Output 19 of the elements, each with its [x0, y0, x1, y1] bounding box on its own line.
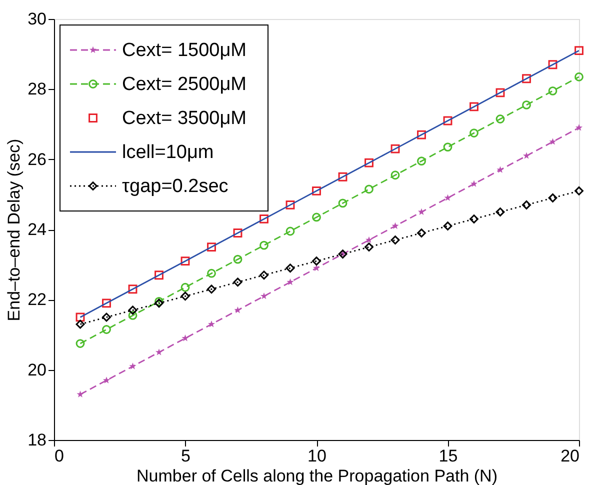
y-tick-label: 26 — [28, 150, 46, 169]
y-tick-label: 18 — [28, 430, 46, 450]
x-axis-title: Number of Cells along the Propagation Path (N) — [136, 466, 498, 485]
y-axis-title: End–to–end Delay (sec) — [4, 138, 24, 322]
x-tick-label: 15 — [438, 446, 458, 466]
y-tick-label: 28 — [28, 80, 46, 99]
y-tick-label: 30 — [28, 10, 46, 28]
legend-label: Cext= 1500μM — [122, 40, 246, 61]
y-tick-label: 20 — [28, 360, 46, 380]
x-tick-label: 10 — [308, 446, 326, 466]
x-tick-label: 20 — [560, 446, 580, 466]
x-tick-label: 5 — [181, 446, 190, 466]
legend-label: Cext= 2500μM — [122, 74, 246, 95]
legend-label: Cext= 3500μM — [122, 108, 246, 129]
y-tick-label: 24 — [28, 220, 46, 239]
x-tick-label: 0 — [54, 446, 64, 466]
legend-label: τgap=0.2sec — [122, 176, 228, 197]
legend-label: lcell=10μm — [122, 142, 214, 163]
y-tick-label: 22 — [28, 290, 46, 310]
